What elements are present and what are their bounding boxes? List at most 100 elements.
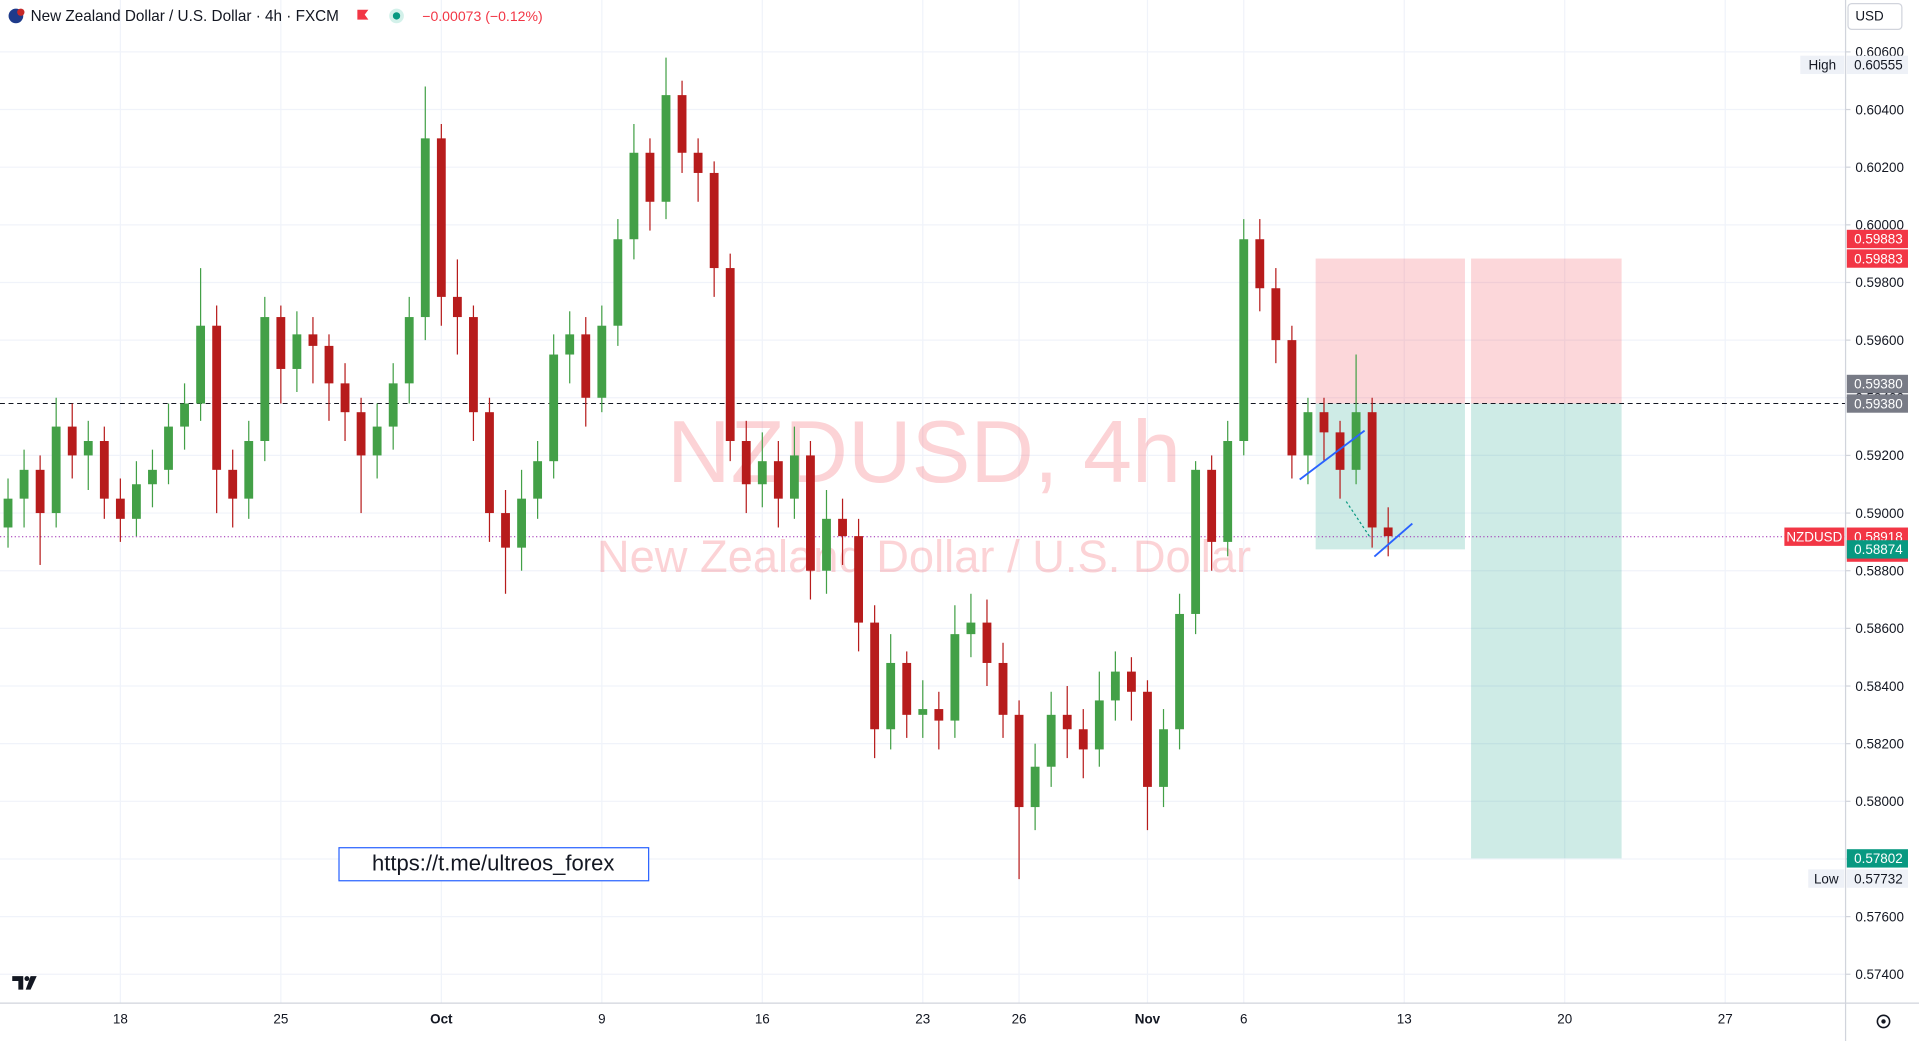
positions xyxy=(1315,258,1622,859)
candle-body xyxy=(485,412,494,514)
candle-body xyxy=(164,426,173,470)
candle-body xyxy=(1319,412,1329,433)
candle-body xyxy=(549,354,559,462)
candle-body xyxy=(469,317,478,413)
link-box[interactable] xyxy=(338,847,650,882)
time-axis: 18 25 Oct 9 16 23 26 Nov 6 13 20 27 xyxy=(113,1012,1733,1027)
x-tick-label: 9 xyxy=(598,1012,605,1027)
candle-body xyxy=(629,152,639,240)
y-tick-label: 0.58200 xyxy=(1855,736,1904,751)
price-tag-bg xyxy=(1846,394,1908,413)
candle-body xyxy=(436,138,446,297)
candle-body xyxy=(517,498,526,548)
price-tag-bg xyxy=(1846,540,1908,559)
candle-body xyxy=(934,709,944,721)
candle-body xyxy=(918,709,928,715)
candle-body xyxy=(1255,239,1265,289)
candle-body xyxy=(838,518,847,537)
candle-body xyxy=(340,383,350,413)
settings-icon[interactable] xyxy=(1876,1014,1891,1029)
candle-body xyxy=(597,325,607,398)
candle-body xyxy=(308,334,318,346)
candle-body xyxy=(388,383,398,427)
candle-body xyxy=(19,469,29,499)
x-tick-label: 18 xyxy=(113,1012,128,1027)
name-tag-bg xyxy=(1784,527,1845,546)
symbol-title: New Zealand Dollar / U.S. Dollar · 4h · … xyxy=(31,8,339,25)
price-tag: 0.57802 xyxy=(1854,851,1903,866)
candle-body xyxy=(1239,239,1249,442)
name-tag-bg xyxy=(1800,55,1845,75)
candle-body xyxy=(420,138,430,318)
candle-body xyxy=(1175,613,1184,730)
price-tag-bg xyxy=(1846,229,1908,249)
candle-body xyxy=(661,95,671,202)
price-change: −0.00073 (−0.12%) xyxy=(422,8,542,24)
currency-button[interactable] xyxy=(1847,3,1903,30)
candle-body xyxy=(1094,700,1104,750)
symbol-flag xyxy=(17,8,25,16)
price-tag: 0.59883 xyxy=(1854,232,1903,247)
candle-body xyxy=(115,498,125,519)
candle-body xyxy=(276,317,286,369)
candle-body xyxy=(244,441,254,499)
y-tick-label: 0.59800 xyxy=(1855,275,1904,290)
candle-body xyxy=(757,461,767,485)
candle-body xyxy=(1014,714,1024,808)
candle-body xyxy=(35,469,45,514)
currency-label[interactable]: USD xyxy=(1855,9,1884,24)
candle-body xyxy=(372,426,382,456)
watermark: NZDUSD, 4h New Zealand Dollar / U.S. Dol… xyxy=(597,402,1251,582)
candle-body xyxy=(180,403,189,427)
logo-part xyxy=(12,976,24,990)
settings-button[interactable] xyxy=(1876,1014,1891,1029)
candle-body xyxy=(870,622,880,730)
candle-body xyxy=(886,662,896,730)
trendline xyxy=(1299,429,1366,481)
candle-body xyxy=(1062,714,1072,730)
candle-body xyxy=(1030,766,1040,808)
candle-body xyxy=(1207,469,1217,542)
target-zone xyxy=(1471,403,1622,859)
candle-body xyxy=(1367,412,1377,528)
candle-body xyxy=(741,441,751,485)
link-text[interactable]: https://t.me/ultreos_forex xyxy=(372,851,614,876)
candle-body xyxy=(950,634,960,721)
candle-body xyxy=(902,662,912,715)
candle-body xyxy=(613,239,623,326)
price-tag-bg xyxy=(1846,55,1908,75)
candle-body xyxy=(1383,527,1393,537)
candle-body xyxy=(982,622,992,663)
y-tick-label: 0.60200 xyxy=(1855,160,1904,175)
candle-body xyxy=(131,484,141,519)
x-tick-label: Oct xyxy=(430,1012,453,1027)
name-tag: Low xyxy=(1814,871,1839,886)
candle-body xyxy=(3,498,13,528)
price-lines xyxy=(0,403,1846,538)
market-flag xyxy=(357,9,369,20)
candle-body xyxy=(1287,340,1297,456)
candle-body xyxy=(212,325,222,470)
candle-body xyxy=(83,441,93,456)
candle-body xyxy=(693,152,703,173)
status-dot xyxy=(392,12,401,20)
candle-body xyxy=(1351,412,1361,470)
name-tag: High xyxy=(1808,58,1836,73)
price-tags: 0.60555 High 0.59883 0.59883 0.59380 0.59380 0… xyxy=(1784,55,1908,888)
stop-zone xyxy=(1471,258,1622,404)
y-tick-label: 0.57400 xyxy=(1855,967,1904,982)
settings-icon[interactable] xyxy=(1881,1019,1886,1024)
candle-body xyxy=(99,441,109,499)
price-tag-bg xyxy=(1846,249,1908,268)
candle-body xyxy=(677,95,687,153)
candle-body xyxy=(452,296,462,318)
header: New Zealand Dollar / U.S. Dollar · 4h · … xyxy=(8,8,543,25)
y-tick-label: 0.58600 xyxy=(1855,621,1904,636)
candle-body xyxy=(1143,691,1152,787)
candle-body xyxy=(1271,288,1281,341)
candle-body xyxy=(1303,412,1313,456)
candle-body xyxy=(565,334,575,355)
candle-body xyxy=(404,317,414,384)
